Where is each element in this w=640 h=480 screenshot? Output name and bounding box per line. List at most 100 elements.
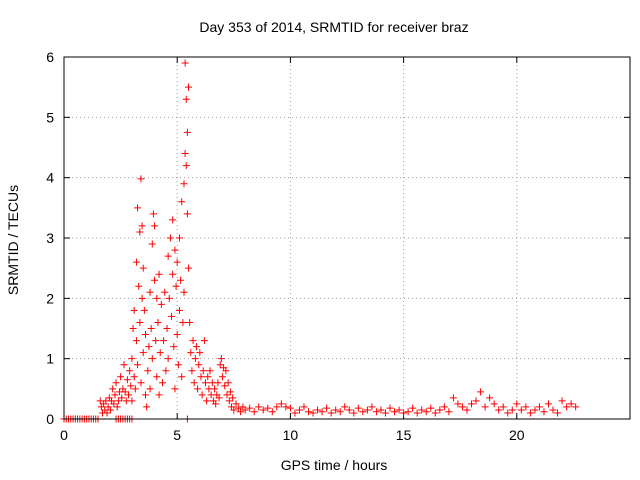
y-tick-label: 3 <box>46 230 54 246</box>
data-point-plus <box>386 404 394 412</box>
data-point-plus <box>151 276 159 284</box>
data-point-plus <box>212 400 220 408</box>
data-point-plus <box>131 385 139 393</box>
y-tick-label: 0 <box>46 411 54 427</box>
data-point-plus <box>111 391 119 399</box>
data-point-plus <box>381 409 389 417</box>
data-point-plus <box>185 264 193 272</box>
data-point-plus <box>137 379 145 387</box>
data-point-plus <box>164 355 172 363</box>
data-point-plus <box>336 408 344 416</box>
data-point-plus <box>137 175 145 183</box>
data-point-plus <box>146 385 154 393</box>
data-point-plus <box>181 150 189 158</box>
data-point-plus <box>156 349 164 357</box>
data-point-plus <box>130 306 138 314</box>
data-point-plus <box>182 95 190 103</box>
data-point-plus <box>148 355 156 363</box>
data-point-plus <box>198 391 206 399</box>
data-point-plus <box>177 276 185 284</box>
data-point-plus <box>109 385 117 393</box>
axis-tick-labels: 0 5 10 15 20 0 1 2 3 4 5 6 <box>46 49 525 443</box>
data-point-plus <box>185 83 193 91</box>
data-point-plus <box>190 379 198 387</box>
data-point-plus <box>214 379 222 387</box>
plot-frame <box>63 56 631 420</box>
data-point-plus <box>217 355 225 363</box>
data-point-plus <box>142 391 150 399</box>
data-point-plus <box>305 408 313 416</box>
data-point-plus <box>103 409 111 417</box>
data-point-plus <box>148 240 156 248</box>
data-point-plus <box>134 361 142 369</box>
data-point-plus <box>127 382 135 390</box>
data-point-plus <box>499 403 507 411</box>
data-point-plus <box>164 252 172 260</box>
data-point-plus <box>372 408 380 416</box>
data-point-plus <box>216 361 224 369</box>
data-point-plus <box>246 404 254 412</box>
data-point-plus <box>200 337 208 345</box>
data-point-plus <box>318 408 326 416</box>
data-point-plus <box>189 337 197 345</box>
data-point-plus <box>143 403 151 411</box>
data-point-plus <box>126 367 134 375</box>
data-point-plus <box>165 294 173 302</box>
x-tick-label: 5 <box>173 427 181 443</box>
data-point-plus <box>323 404 331 412</box>
data-point-plus <box>160 337 168 345</box>
data-point-plus <box>140 306 148 314</box>
data-point-plus <box>132 258 140 266</box>
data-point-plus <box>540 408 548 416</box>
data-point-plus <box>188 367 196 375</box>
plot-grid <box>64 57 630 419</box>
data-point-plus <box>202 379 209 387</box>
data-point-plus <box>123 376 131 384</box>
data-point-plus <box>146 288 154 296</box>
data-point-plus <box>400 409 408 417</box>
data-point-plus <box>138 222 146 230</box>
data-point-plus <box>175 234 183 242</box>
data-point-plus <box>203 397 211 405</box>
x-tick-label: 20 <box>509 427 525 443</box>
data-point-plus <box>463 406 471 414</box>
data-point-plus <box>436 406 444 414</box>
data-point-plus <box>161 288 169 296</box>
data-point-plus <box>144 367 152 375</box>
data-point-plus <box>187 349 195 357</box>
data-point-plus <box>468 400 476 408</box>
data-point-plus <box>183 210 191 218</box>
data-point-plus <box>206 367 214 375</box>
data-point-plus <box>354 404 362 412</box>
data-point-plus <box>513 400 521 408</box>
data-point-plus <box>563 403 571 411</box>
y-axis-label: SRMTID / TECUs <box>5 185 21 295</box>
data-point-plus <box>145 343 153 351</box>
data-point-plus <box>558 397 566 405</box>
data-point-plus <box>255 403 263 411</box>
data-point-plus <box>472 397 480 405</box>
data-point-plus <box>567 400 575 408</box>
y-tick-label: 2 <box>46 290 54 306</box>
data-point-plus <box>136 318 144 326</box>
data-point-plus <box>118 394 126 402</box>
data-point-plus <box>168 312 176 320</box>
data-point-plus <box>225 397 233 405</box>
data-point-plus <box>113 403 121 411</box>
data-point-plus <box>440 403 448 411</box>
data-point-plus <box>477 388 485 396</box>
data-point-plus <box>155 391 163 399</box>
data-point-plus <box>449 394 457 402</box>
data-point-plus <box>458 403 466 411</box>
data-point-plus <box>286 404 294 412</box>
data-point-plus <box>241 406 249 414</box>
data-point-plus <box>309 409 317 417</box>
data-point-plus <box>204 373 212 381</box>
data-point-plus <box>135 282 143 290</box>
data-point-plus <box>268 408 276 416</box>
data-point-plus <box>413 409 421 417</box>
data-point-plus <box>535 403 543 411</box>
data-point-plus <box>350 409 358 417</box>
data-point-plus <box>173 331 181 339</box>
